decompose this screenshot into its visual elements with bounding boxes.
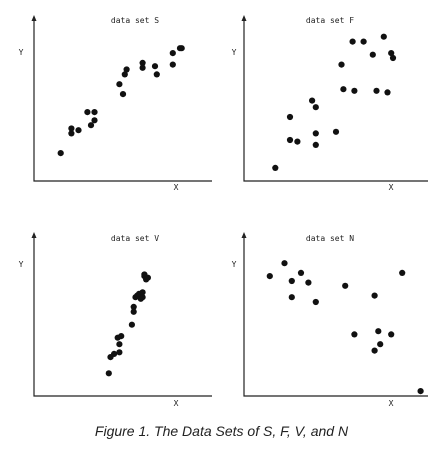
data-point-n [375, 328, 382, 335]
data-point-f [312, 130, 319, 137]
data-point-f [360, 38, 367, 45]
y-axis-label-v: Y [19, 260, 24, 269]
data-point-s [87, 122, 95, 129]
axes-f [243, 17, 428, 182]
data-point-v [105, 370, 112, 377]
panel-v: data set V Y X [19, 232, 212, 408]
data-point-v [139, 294, 146, 301]
data-point-s [178, 45, 185, 52]
panel-title-n: data set N [306, 234, 354, 243]
data-point-n [371, 347, 378, 354]
data-point-f [312, 104, 319, 111]
panel-title-f: data set F [306, 16, 354, 25]
data-point-s [68, 130, 75, 137]
data-point-n [351, 331, 358, 338]
data-point-n [288, 294, 295, 301]
data-point-n [371, 292, 378, 299]
data-point-n [266, 273, 273, 280]
data-point-n [342, 282, 349, 289]
data-point-s [75, 127, 82, 134]
y-axis-arrow-s [31, 15, 37, 21]
data-point-s [91, 109, 98, 116]
data-point-f [340, 86, 347, 93]
data-point-v [111, 350, 118, 357]
data-point-f [349, 38, 356, 45]
figure-caption: Figure 1. The Data Sets of S, F, V, and … [94, 423, 349, 439]
data-point-v [128, 321, 135, 328]
data-point-f [338, 61, 345, 68]
data-point-n [305, 279, 312, 286]
panel-title-v: data set V [111, 234, 159, 243]
data-point-n [312, 298, 319, 306]
data-point-f [388, 50, 395, 57]
y-axis-label-s: Y [19, 48, 24, 57]
data-point-n [377, 341, 384, 348]
data-point-f [272, 164, 279, 171]
data-point-v [130, 308, 137, 315]
x-axis-label-f: X [389, 183, 394, 192]
data-point-s [139, 59, 146, 66]
data-point-f [332, 128, 340, 135]
data-point-s [169, 61, 176, 68]
y-axis-label-f: Y [232, 48, 237, 57]
data-point-f [351, 87, 358, 94]
data-point-s [91, 117, 98, 124]
data-point-v [144, 274, 151, 281]
data-point-v [130, 303, 137, 310]
data-point-f [294, 138, 301, 145]
data-point-s [116, 81, 123, 88]
x-axis-label-s: X [174, 183, 179, 192]
y-axis-arrow-v [31, 232, 37, 238]
data-point-f [373, 87, 380, 94]
data-point-f [369, 51, 376, 58]
x-axis-label-v: X [174, 399, 179, 408]
data-point-s [57, 150, 64, 157]
data-point-s [119, 91, 127, 98]
y-axis-label-n: Y [232, 260, 237, 269]
data-point-v [116, 341, 123, 348]
data-point-f [286, 136, 294, 144]
panel-n: data set N Y X [232, 232, 428, 408]
data-point-s [153, 71, 160, 78]
data-point-n [388, 331, 395, 338]
data-point-f [286, 113, 294, 121]
panel-s: data set S Y X [19, 15, 212, 192]
data-point-s [68, 125, 75, 132]
panel-f: data set F Y X [232, 15, 428, 192]
data-point-f [312, 141, 319, 148]
axes-s [33, 17, 212, 182]
data-point-v [116, 349, 123, 356]
data-point-n [297, 269, 305, 276]
data-point-f [384, 89, 391, 96]
data-point-v [118, 333, 125, 340]
data-point-s [151, 63, 159, 70]
y-axis-arrow-n [241, 232, 247, 238]
data-point-s [139, 64, 146, 71]
data-point-f [380, 33, 387, 40]
y-axis-arrow-f [241, 15, 247, 21]
data-point-n [281, 260, 288, 267]
data-point-n [288, 277, 295, 285]
data-point-f [309, 97, 316, 104]
data-point-v [139, 289, 146, 296]
axes-n [243, 234, 428, 397]
data-point-s [123, 66, 130, 73]
data-point-f [389, 54, 397, 62]
data-point-s [121, 71, 128, 78]
data-point-n [399, 269, 406, 276]
panel-title-s: data set S [111, 16, 159, 25]
data-point-s [169, 50, 176, 57]
x-axis-label-n: X [389, 399, 394, 408]
axes-v [33, 234, 212, 397]
data-point-n [417, 388, 424, 395]
data-point-s [84, 109, 91, 116]
